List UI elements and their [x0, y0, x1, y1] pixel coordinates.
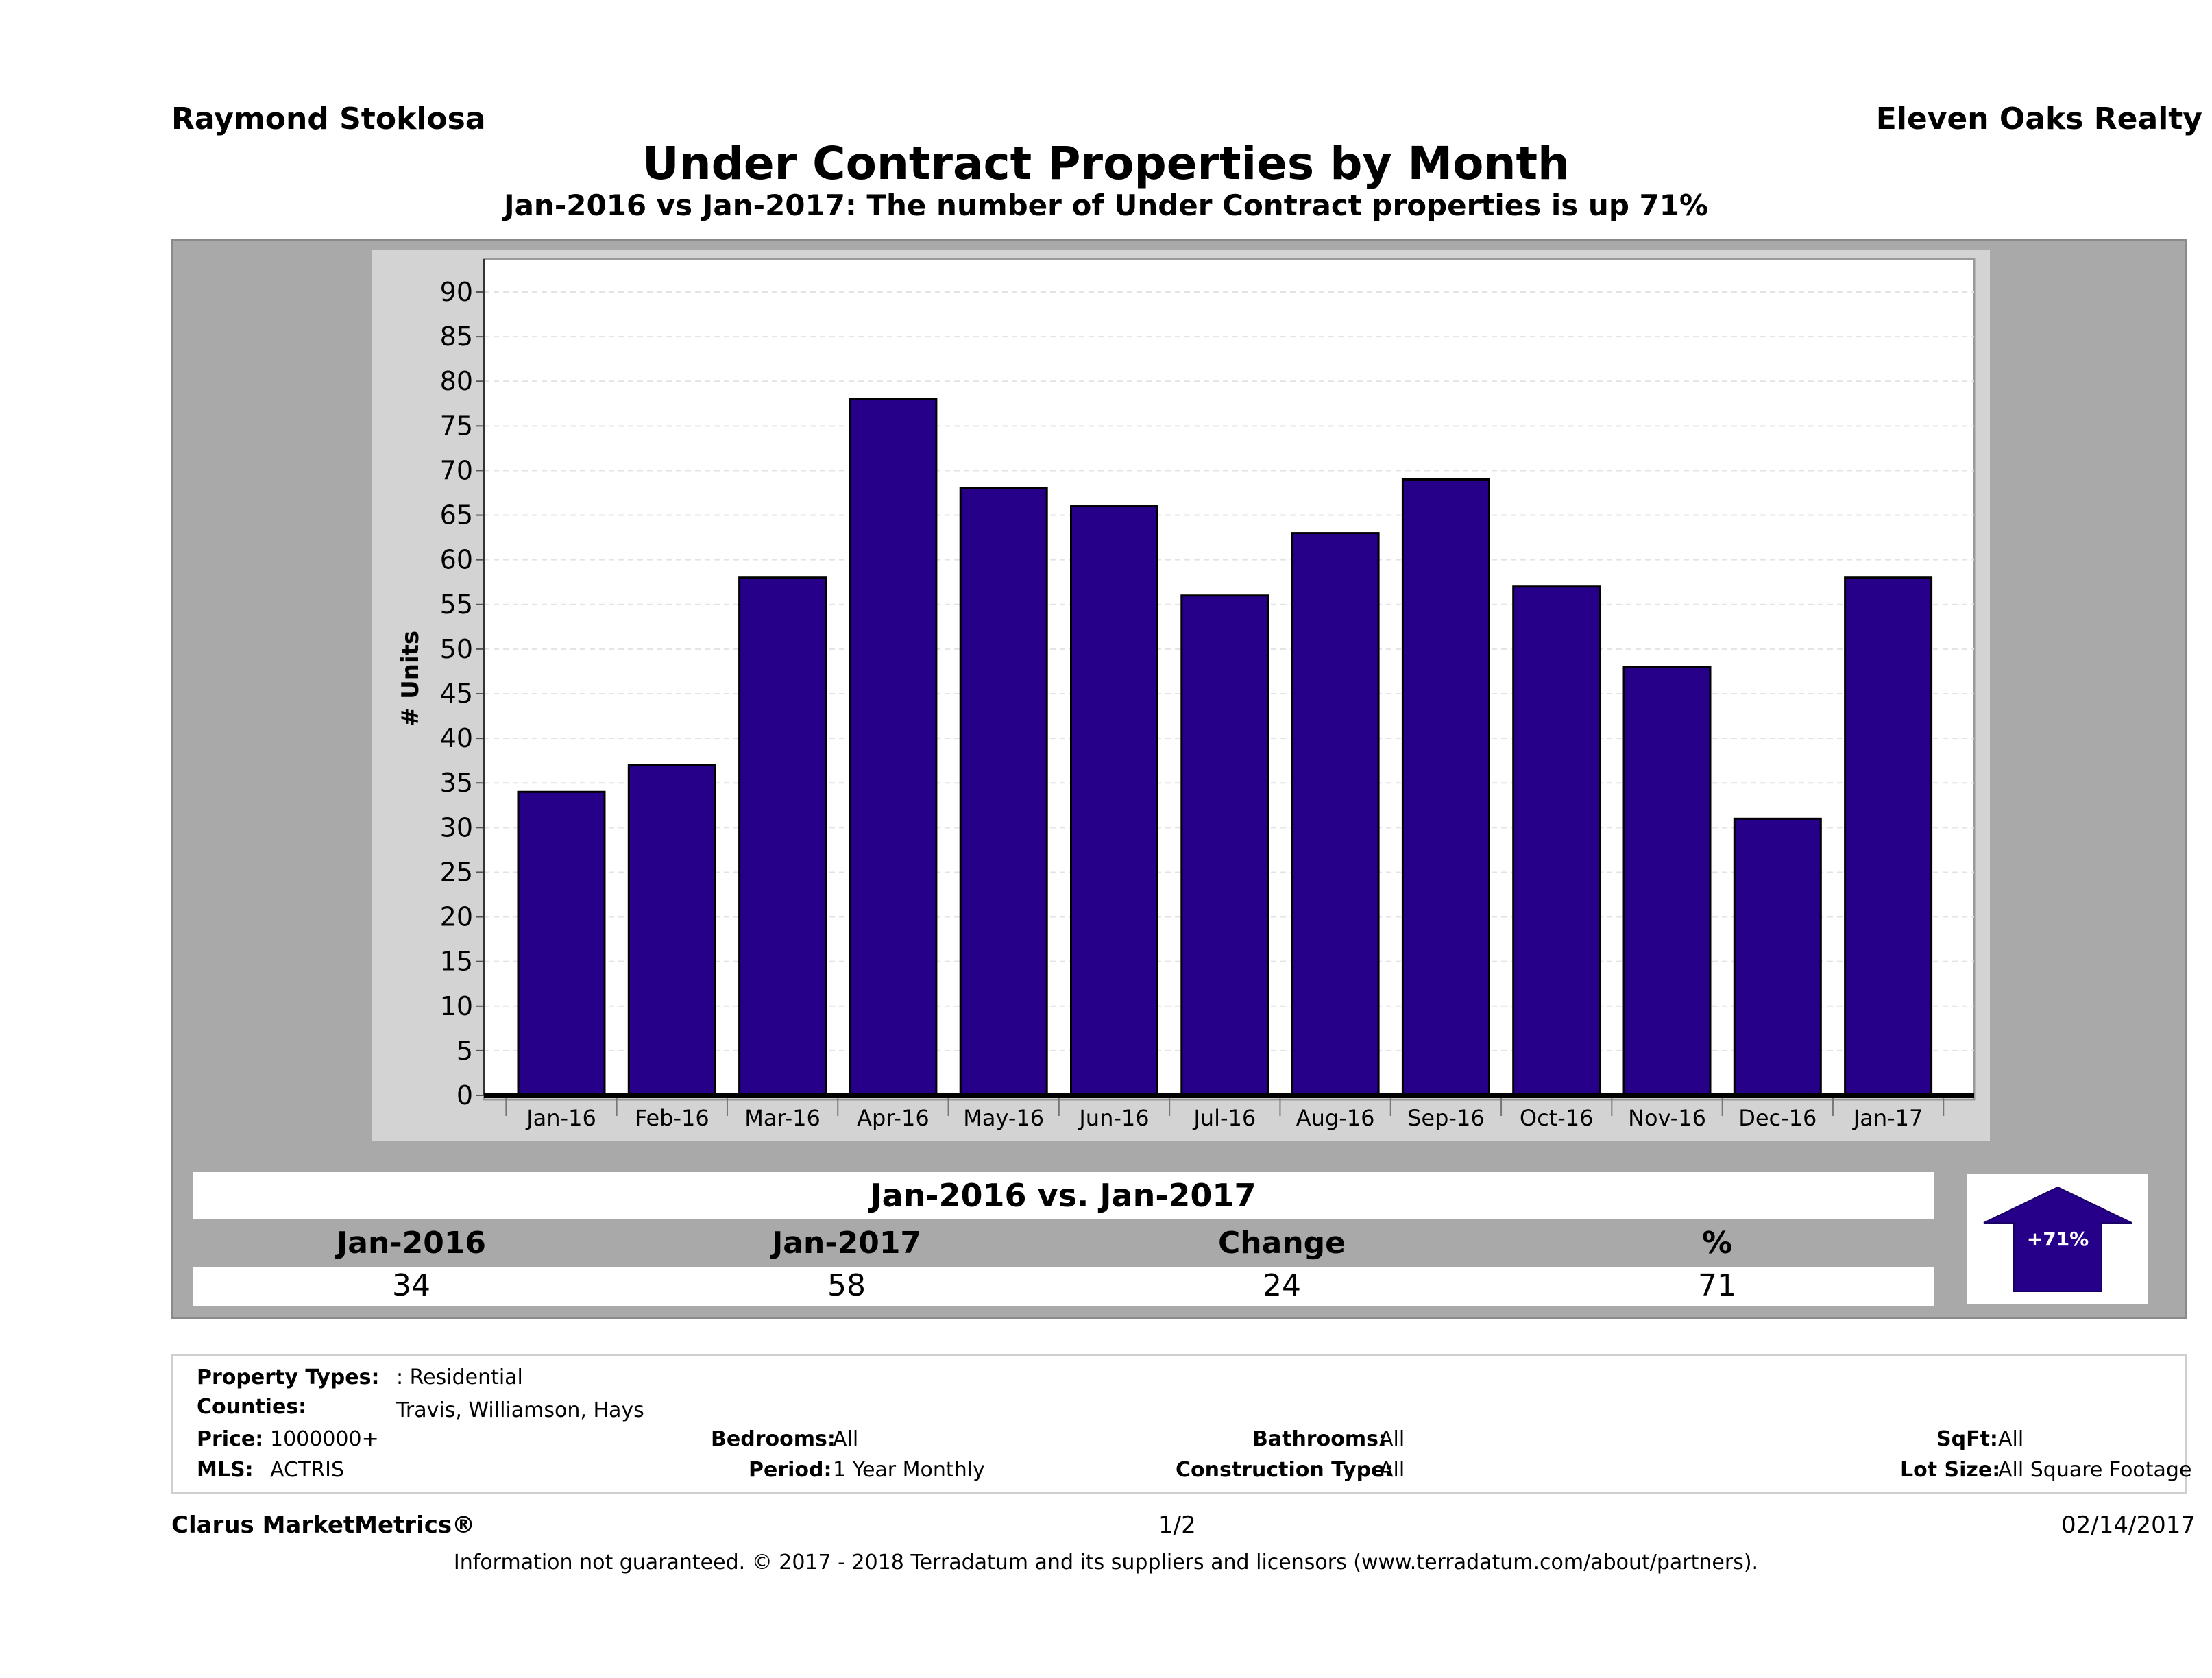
period-value: 1 Year Monthly [833, 1458, 985, 1482]
y-tick-label: 90 [440, 277, 473, 307]
x-tick-label: Dec-16 [1738, 1105, 1816, 1131]
bedrooms-label: Bedrooms: [711, 1427, 836, 1451]
change-badge-label: +71% [2027, 1228, 2089, 1250]
x-tick-label: Apr-16 [857, 1105, 929, 1131]
report-date: 02/14/2017 [2061, 1511, 2196, 1539]
bar [959, 487, 1048, 1097]
y-tick-label: 5 [457, 1036, 473, 1066]
y-tick-label: 20 [440, 902, 473, 932]
y-tick-label: 75 [440, 411, 473, 441]
x-tick-label: Jul-16 [1192, 1105, 1256, 1131]
bar [517, 790, 606, 1097]
construction-type-value: All [1379, 1458, 1405, 1482]
y-tick-label: 70 [440, 455, 473, 485]
price-value: 1000000+ [270, 1427, 379, 1451]
bar [1844, 576, 1933, 1097]
y-axis-label: # Units [397, 631, 424, 727]
y-tick-label: 65 [440, 500, 473, 531]
y-tick-label: 25 [440, 857, 473, 887]
comparison-col4-label: % [1701, 1226, 1733, 1261]
comparison-col4-value: 71 [1698, 1268, 1736, 1303]
y-tick-label: 35 [440, 768, 473, 798]
counties-label: Counties: [197, 1395, 307, 1419]
bathrooms-label: Bathrooms: [1252, 1427, 1387, 1451]
product-name: Clarus MarketMetrics® [171, 1511, 476, 1539]
y-tick-label: 40 [440, 723, 473, 753]
criteria-box [171, 1354, 2187, 1494]
construction-type-label: Construction Type: [1176, 1458, 1394, 1482]
x-tick-label: Oct-16 [1520, 1105, 1594, 1131]
bar [1733, 817, 1822, 1097]
chart-subtitle: Jan-2016 vs Jan-2017: The number of Unde… [503, 189, 1709, 222]
x-tick-label: Sep-16 [1407, 1105, 1485, 1131]
y-tick-label: 60 [440, 545, 473, 575]
bathrooms-value: All [1379, 1427, 1405, 1451]
bar [1291, 532, 1380, 1097]
property-types-label: Property Types: [197, 1365, 380, 1389]
page-number: 1/2 [1158, 1511, 1196, 1539]
bar [1401, 478, 1490, 1097]
comparison-col3-label: Change [1218, 1226, 1346, 1261]
bedrooms-value: All [833, 1427, 859, 1451]
y-tick-label: 30 [440, 812, 473, 842]
bar [1622, 666, 1712, 1097]
lot-size-value: All Square Footage [1998, 1458, 2192, 1482]
bar [1512, 585, 1601, 1097]
change-badge-box: +71% [1967, 1174, 2148, 1304]
y-tick-label: 10 [440, 991, 473, 1021]
y-tick-label: 0 [457, 1080, 473, 1110]
axes: 0 5 10 15 20 25 30 35 40 45 50 55 60 65 70 75 80 85 90 Jan-… [440, 259, 1974, 1131]
brokerage-name: Eleven Oaks Realty [1875, 101, 2202, 136]
x-tick-label: Jan-17 [1852, 1105, 1923, 1131]
x-tick-label: Feb-16 [635, 1105, 709, 1131]
sqft-label: SqFt: [1936, 1427, 1998, 1451]
bars [517, 398, 1933, 1097]
comparison-col2-value: 58 [827, 1268, 866, 1303]
bar [738, 576, 827, 1097]
bar [1070, 505, 1158, 1097]
x-tick-label: Aug-16 [1296, 1105, 1375, 1131]
y-tick-label: 80 [440, 366, 473, 396]
comparison-col1-value: 34 [392, 1268, 430, 1303]
bar [627, 764, 716, 1097]
x-tick-label: Mar-16 [744, 1105, 821, 1131]
comparison-col2-label: Jan-2017 [771, 1226, 922, 1261]
y-tick-label: 85 [440, 321, 473, 352]
x-tick-label: Nov-16 [1628, 1105, 1706, 1131]
lot-size-label: Lot Size: [1900, 1458, 2001, 1482]
counties-value: Travis, Williamson, Hays [396, 1398, 644, 1422]
period-label: Period: [749, 1458, 832, 1482]
property-types-value: : Residential [396, 1365, 523, 1389]
comparison-col3-value: 24 [1263, 1268, 1301, 1303]
price-label: Price: [197, 1427, 264, 1451]
sqft-value: All [1998, 1427, 2024, 1451]
x-tick-label: Jun-16 [1078, 1105, 1149, 1131]
y-tick-label: 45 [440, 679, 473, 709]
y-tick-label: 50 [440, 634, 473, 664]
agent-name: Raymond Stoklosa [171, 101, 486, 136]
bar [1180, 594, 1269, 1097]
disclaimer: Information not guaranteed. © 2017 - 201… [453, 1551, 1759, 1574]
up-arrow-icon: +71% [1983, 1186, 2132, 1292]
x-tick-label: Jan-16 [525, 1105, 596, 1131]
grid-lines [484, 291, 1974, 1051]
y-tick-label: 55 [440, 589, 473, 620]
x-tick-label: May-16 [963, 1105, 1044, 1131]
y-tick-label: 15 [440, 947, 473, 977]
mls-label: MLS: [197, 1458, 254, 1482]
bar [849, 398, 938, 1097]
comparison-heading: Jan-2016 vs. Jan-2017 [193, 1172, 1934, 1219]
comparison-values-row [193, 1267, 1934, 1306]
chart-title: Under Contract Properties by Month [642, 137, 1570, 190]
mls-value: ACTRIS [270, 1458, 345, 1482]
comparison-col1-label: Jan-2016 [336, 1226, 487, 1261]
